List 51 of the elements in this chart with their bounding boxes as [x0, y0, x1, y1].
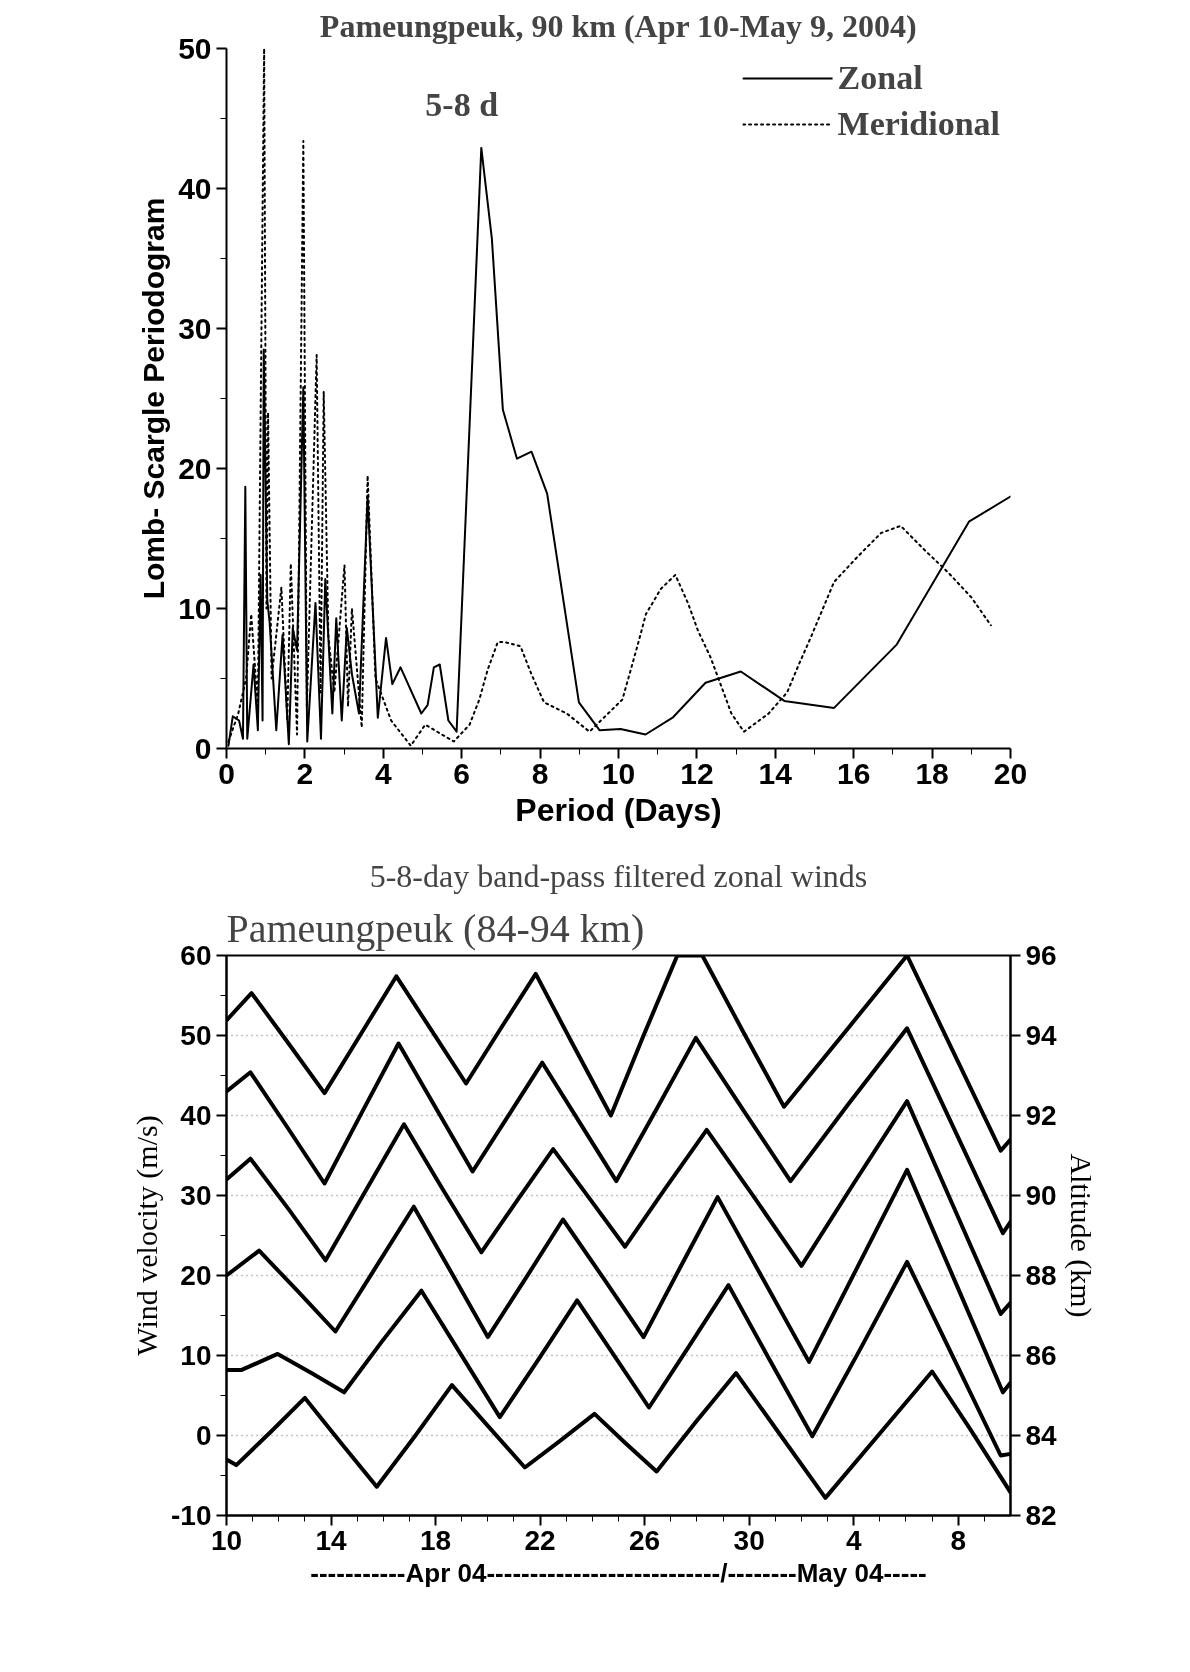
x-tick-label: 26 [629, 1524, 661, 1556]
y-tick-label: 20 [180, 1260, 212, 1291]
y-tick-label: 40 [178, 171, 212, 205]
y2-tick-label: 94 [1025, 1020, 1058, 1051]
y-tick-label: 10 [178, 591, 212, 625]
y-tick-label: 50 [180, 1020, 212, 1051]
y-axis-title: Lomb- Scargle Periodogram [137, 197, 171, 600]
x-tick-label: 22 [524, 1524, 556, 1556]
x-axis-title: Period (Days) [515, 791, 722, 828]
chart-subtitle: Pameungpeuk (84-94 km) [226, 905, 645, 951]
x-tick-label: 14 [315, 1524, 348, 1556]
y2-tick-label: 84 [1025, 1420, 1058, 1451]
x-tick-label: 6 [453, 756, 471, 790]
legend-label: Meridional [837, 104, 1000, 144]
x-axis-title: -----------Apr 04---------------------------/--------May 04----- [310, 1557, 927, 1588]
y2-tick-label: 96 [1025, 940, 1057, 971]
y-tick-label: 40 [180, 1100, 212, 1131]
x-tick-label: 18 [915, 756, 949, 790]
y-tick-label: 10 [180, 1340, 212, 1371]
x-tick-label: 30 [733, 1524, 765, 1556]
x-tick-label: 16 [837, 756, 871, 790]
x-tick-label: 4 [845, 1524, 862, 1556]
y2-tick-label: 82 [1025, 1500, 1057, 1531]
y2-tick-label: 86 [1025, 1340, 1057, 1371]
y-tick-label: 30 [178, 311, 212, 345]
x-tick-label: 12 [680, 756, 714, 790]
x-tick-label: 8 [950, 1524, 967, 1556]
y-tick-label: -10 [171, 1500, 212, 1531]
y-tick-label: 20 [178, 451, 212, 485]
y-tick-label: 0 [195, 1420, 212, 1451]
y-tick-label: 50 [178, 31, 212, 65]
x-tick-label: 10 [601, 756, 636, 790]
y2-tick-label: 90 [1025, 1180, 1057, 1211]
chart-title: 5-8-day band-pass filtered zonal winds [369, 857, 868, 894]
annotation: 5-8 d [425, 86, 499, 123]
x-tick-label: 2 [296, 756, 314, 790]
y-tick-label: 0 [194, 731, 212, 765]
y-tick-label: 30 [180, 1180, 212, 1211]
x-tick-label: 14 [758, 756, 793, 790]
x-tick-label: 18 [419, 1524, 452, 1556]
legend-label: Zonal [837, 58, 923, 98]
y2-axis-title: Altitude (km) [1063, 1153, 1098, 1318]
chart-title: Pameungpeuk, 90 km (Apr 10-May 9, 2004) [319, 7, 917, 44]
x-tick-label: 4 [374, 756, 392, 790]
y-tick-label: 60 [180, 940, 212, 971]
y2-tick-label: 88 [1025, 1260, 1057, 1291]
x-tick-label: 8 [531, 756, 549, 790]
x-tick-label: 20 [993, 756, 1028, 790]
x-tick-label: 0 [218, 756, 235, 790]
y-axis-title: Wind velocity (m/s) [130, 1115, 165, 1356]
y2-tick-label: 92 [1025, 1100, 1057, 1131]
